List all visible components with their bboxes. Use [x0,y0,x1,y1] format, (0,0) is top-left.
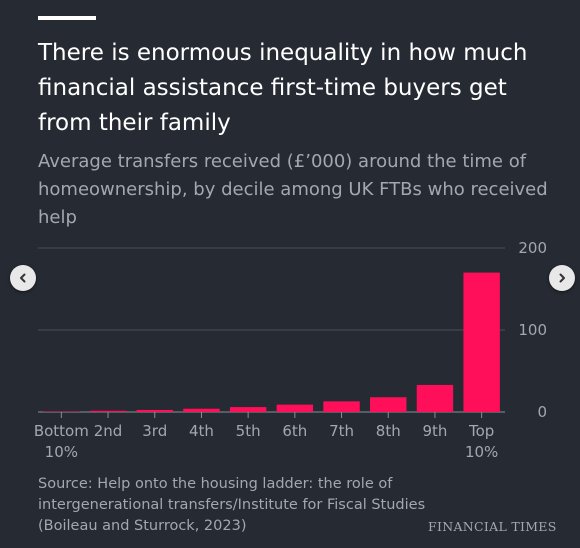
bar [463,272,500,412]
x-tick-label: 10% [465,443,498,461]
ft-logo: FINANCIAL TIMES [428,519,557,534]
source-note: Source: Help onto the housing ladder: th… [38,476,426,534]
x-tick-label: Bottom [34,422,89,440]
bar [276,404,314,412]
bar [229,407,267,412]
x-tick-label: Top [468,422,494,440]
y-tick-label: 200 [518,239,547,257]
bar [416,384,454,412]
bar [89,410,127,412]
bar [183,408,220,412]
bar-chart: 0 100 200 Bottom 10% 2nd 3rd 4th 5th 6th 7th 8th 9th… [34,239,547,461]
x-tick-label: 6th [282,422,307,440]
chevron-left-icon [20,273,26,283]
x-tick-label: 2nd [94,422,123,440]
bar [136,409,173,412]
carousel-next-button[interactable] [549,265,575,291]
x-tick-label: 9th [422,422,447,440]
y-tick-label: 0 [537,403,547,421]
bar [323,401,360,412]
x-tick-label: 4th [189,422,214,440]
x-tick-label: 7th [329,422,354,440]
header-accent-bar [38,16,96,20]
x-tick-label: 5th [236,422,261,440]
x-tick-label: 8th [376,422,401,440]
chart-title: There is enormous inequality in how much… [38,40,528,136]
carousel-prev-button[interactable] [10,265,36,291]
bar [370,397,407,412]
chevron-right-icon [559,273,565,283]
x-tick-label: 10% [45,443,78,461]
chart-subtitle: Average transfers received (£’000) aroun… [38,151,548,228]
x-tick-label: 3rd [142,422,167,440]
y-tick-label: 100 [518,321,547,339]
